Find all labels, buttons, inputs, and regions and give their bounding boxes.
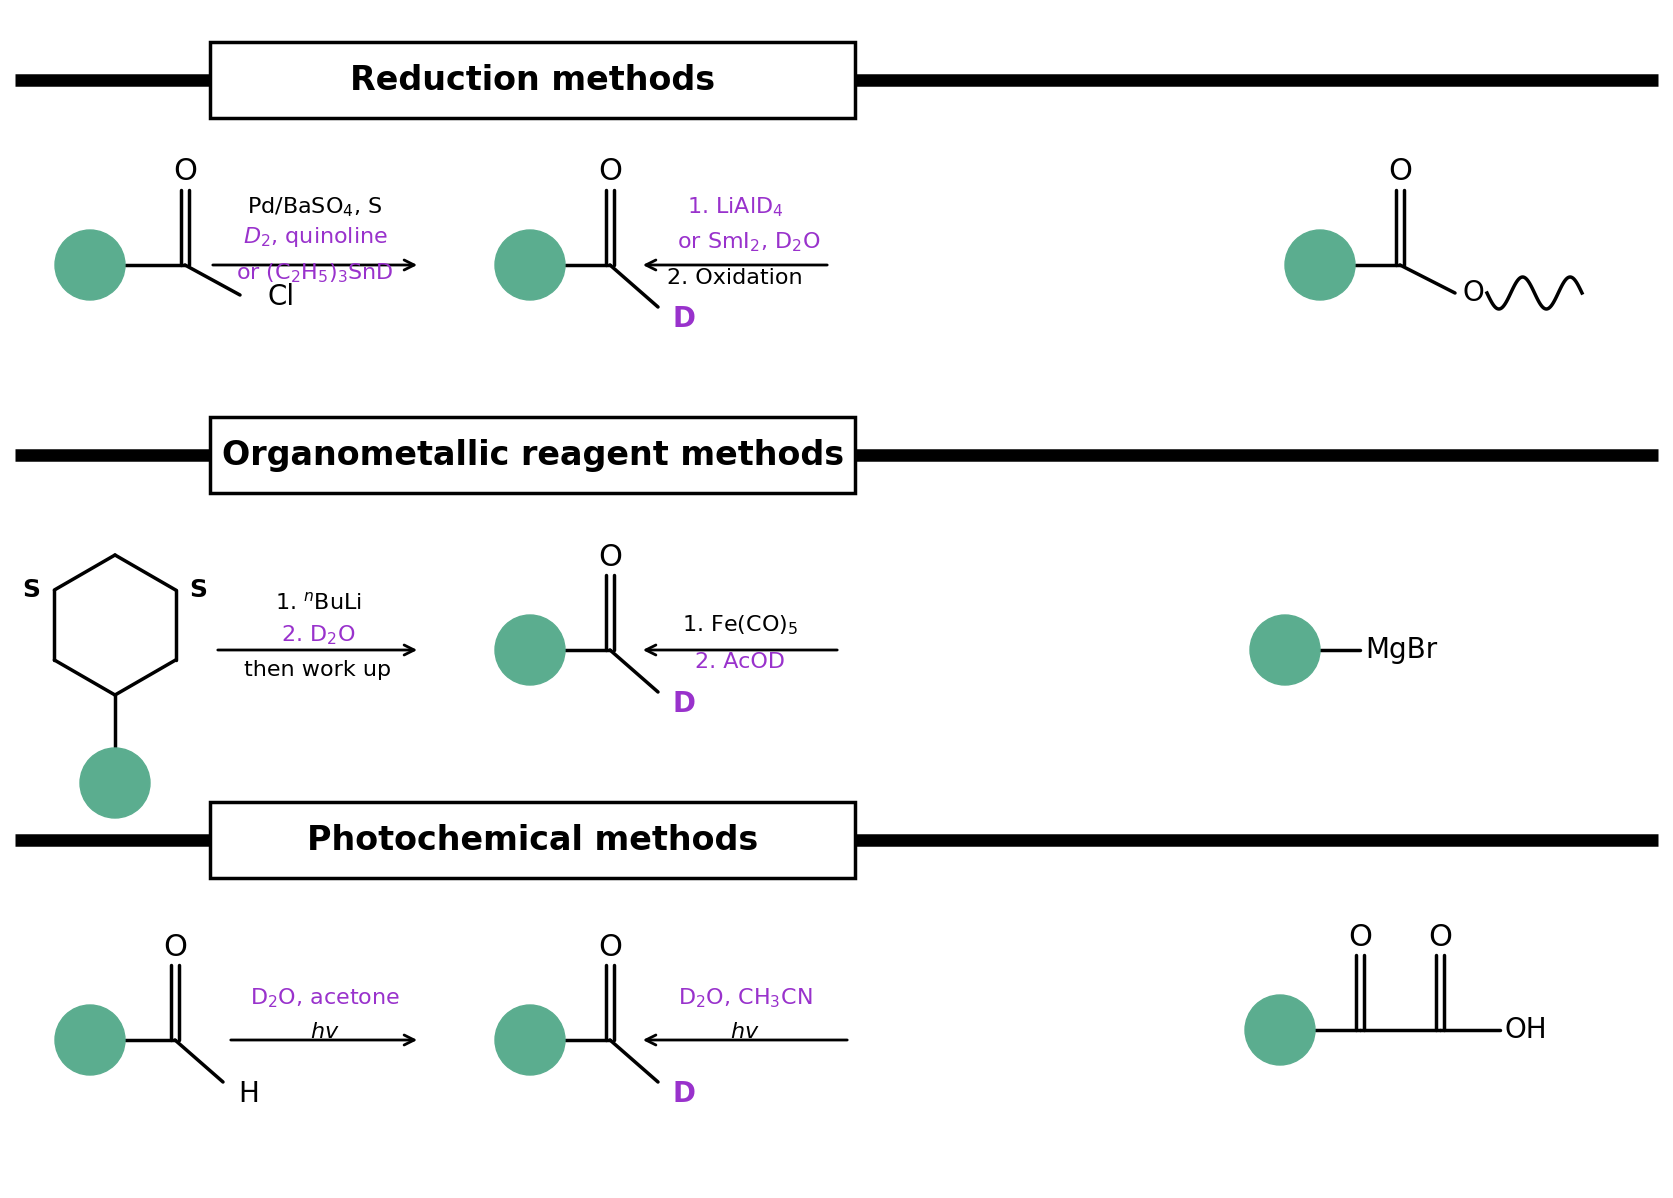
FancyBboxPatch shape	[211, 801, 855, 878]
Circle shape	[495, 615, 565, 685]
Text: or SmI$_2$, D$_2$O: or SmI$_2$, D$_2$O	[649, 230, 821, 254]
Text: O: O	[172, 157, 197, 187]
Circle shape	[495, 1005, 565, 1075]
Text: O: O	[597, 543, 622, 571]
Text: O: O	[1462, 279, 1484, 307]
Circle shape	[495, 230, 565, 300]
Circle shape	[1285, 230, 1355, 300]
Circle shape	[1250, 615, 1320, 685]
Text: or (C$_2$H$_5$)$_3$SnD: or (C$_2$H$_5$)$_3$SnD	[236, 261, 393, 285]
Text: O: O	[1429, 922, 1452, 951]
Text: O: O	[597, 157, 622, 187]
Text: then work up: then work up	[244, 660, 391, 680]
Text: 1. $^n$BuLi: 1. $^n$BuLi	[274, 591, 361, 613]
Circle shape	[1245, 996, 1315, 1065]
Text: O: O	[597, 932, 622, 962]
Text: H: H	[238, 1081, 259, 1108]
Text: D$_2$O, acetone: D$_2$O, acetone	[249, 986, 400, 1010]
Text: 2. D$_2$O: 2. D$_2$O	[281, 623, 355, 647]
Circle shape	[80, 748, 151, 818]
Circle shape	[55, 230, 125, 300]
Text: $hv$: $hv$	[310, 1022, 340, 1042]
Text: $hv$: $hv$	[729, 1022, 760, 1042]
Text: 2. Oxidation: 2. Oxidation	[668, 268, 803, 288]
Text: MgBr: MgBr	[1365, 636, 1437, 664]
Text: 1. Fe(CO)$_5$: 1. Fe(CO)$_5$	[683, 613, 798, 637]
Text: $D_2$, quinoline: $D_2$, quinoline	[243, 225, 388, 249]
Text: 2. AcOD: 2. AcOD	[694, 652, 785, 672]
Text: D: D	[673, 690, 696, 718]
Text: O: O	[1389, 157, 1412, 187]
Text: Reduction methods: Reduction methods	[350, 63, 716, 97]
Circle shape	[55, 1005, 125, 1075]
Text: O: O	[1348, 922, 1372, 951]
FancyBboxPatch shape	[211, 42, 855, 117]
Text: D$_2$O, CH$_3$CN: D$_2$O, CH$_3$CN	[678, 986, 811, 1010]
Text: D: D	[673, 1081, 696, 1108]
Text: D: D	[673, 305, 696, 333]
Text: S: S	[22, 577, 40, 603]
Text: O: O	[162, 932, 187, 962]
Text: Organometallic reagent methods: Organometallic reagent methods	[223, 438, 845, 472]
Text: 1. LiAlD$_4$: 1. LiAlD$_4$	[686, 195, 783, 219]
Text: Cl: Cl	[268, 283, 294, 311]
FancyBboxPatch shape	[211, 417, 855, 494]
Text: Pd/BaSO$_4$, S: Pd/BaSO$_4$, S	[248, 195, 383, 219]
Text: S: S	[189, 577, 207, 603]
Text: Photochemical methods: Photochemical methods	[308, 823, 758, 857]
Text: OH: OH	[1506, 1016, 1548, 1043]
